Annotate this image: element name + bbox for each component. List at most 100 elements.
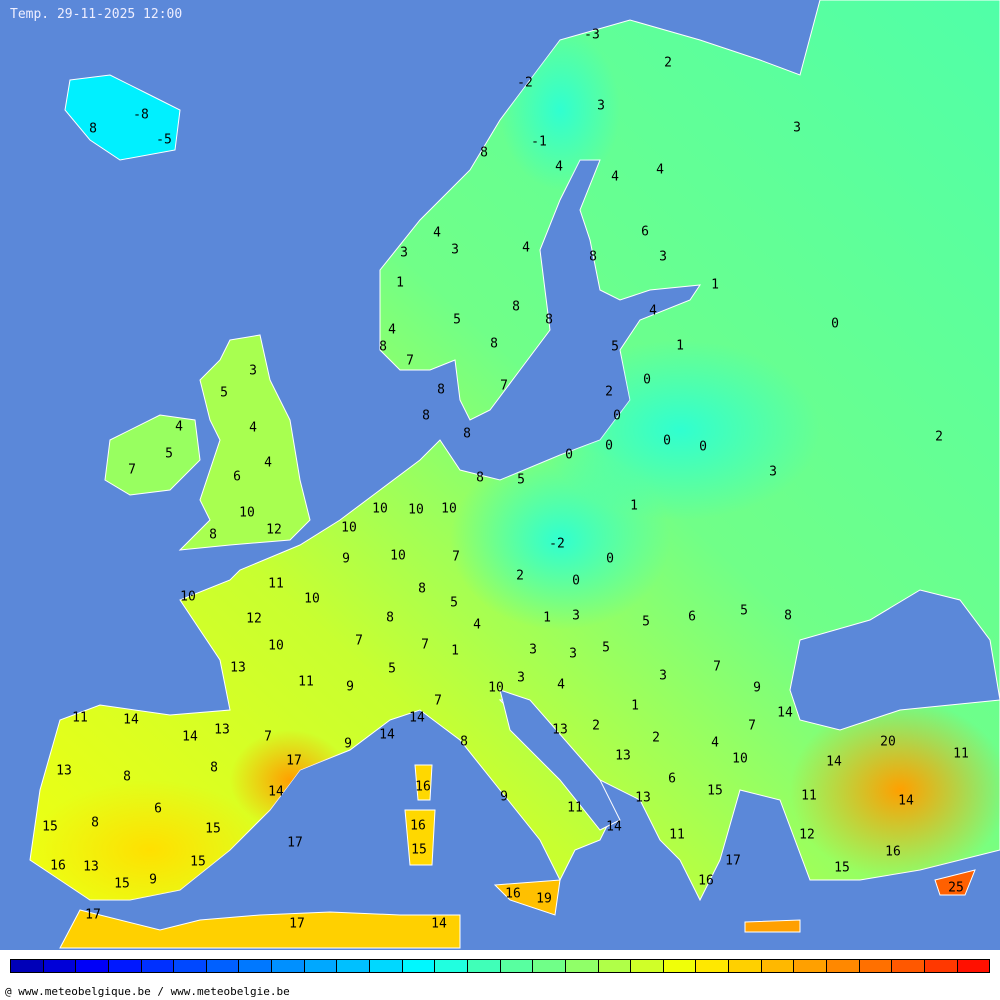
temperature-label: 8 — [89, 122, 97, 137]
sardinia — [404, 809, 436, 866]
color-scale-segment — [663, 960, 697, 972]
temperature-label: 17 — [287, 836, 303, 851]
temperature-label: 14 — [379, 728, 395, 743]
temperature-label: 4 — [522, 241, 530, 256]
temperature-label: 1 — [396, 276, 404, 291]
temperature-label: 9 — [149, 873, 157, 888]
temperature-label: 13 — [552, 723, 568, 738]
temperature-label: 4 — [711, 736, 719, 751]
temperature-label: 1 — [711, 278, 719, 293]
temperature-label: 11 — [669, 828, 685, 843]
temperature-label: 8 — [418, 582, 426, 597]
temperature-label: 4 — [557, 678, 565, 693]
color-scale-segment — [500, 960, 534, 972]
temperature-label: 15 — [411, 843, 427, 858]
temperature-label: 13 — [615, 749, 631, 764]
temperature-label: 13 — [83, 860, 99, 875]
temperature-label: -3 — [584, 28, 600, 43]
temperature-label: 7 — [452, 550, 460, 565]
temperature-label: 8 — [512, 300, 520, 315]
color-scale-segment — [761, 960, 795, 972]
temperature-label: 14 — [268, 785, 284, 800]
temperature-label: 9 — [344, 737, 352, 752]
crete — [744, 919, 801, 933]
temperature-label: 14 — [606, 820, 622, 835]
temperature-label: 1 — [543, 611, 551, 626]
temperature-label: 6 — [688, 610, 696, 625]
temperature-label: 3 — [517, 671, 525, 686]
temperature-label: 12 — [246, 612, 262, 627]
color-scale-segment — [337, 960, 371, 972]
adriatic-sea — [499, 689, 621, 831]
temperature-label: 5 — [453, 313, 461, 328]
temperature-label: 11 — [72, 711, 88, 726]
temperature-label: 7 — [500, 379, 508, 394]
color-scale-segment — [76, 960, 109, 972]
temperature-label: 2 — [652, 731, 660, 746]
temperature-label: 6 — [154, 802, 162, 817]
color-scale-segment — [239, 960, 273, 972]
color-scale-segment — [729, 960, 762, 972]
temperature-label: 2 — [664, 56, 672, 71]
temperature-label: 1 — [451, 644, 459, 659]
temperature-label: 8 — [545, 313, 553, 328]
color-scale-segment — [892, 960, 925, 972]
temperature-label: 17 — [725, 854, 741, 869]
iceland — [64, 74, 181, 161]
color-scale-segment — [827, 960, 860, 972]
temperature-label: 0 — [643, 373, 651, 388]
color-scale-segment — [533, 960, 566, 972]
temperature-label: 10 — [180, 590, 196, 605]
temperature-label: 11 — [567, 801, 583, 816]
temperature-label: 3 — [451, 243, 459, 258]
temperature-label: -2 — [517, 76, 533, 91]
temperature-label: 15 — [190, 855, 206, 870]
temperature-label: 3 — [659, 250, 667, 265]
color-scale-segment — [565, 960, 599, 972]
temperature-label: 17 — [85, 908, 101, 923]
temperature-label: 5 — [388, 662, 396, 677]
temperature-label: 4 — [656, 163, 664, 178]
temperature-label: 15 — [114, 877, 130, 892]
color-scale-segment — [174, 960, 207, 972]
temperature-label: 3 — [249, 364, 257, 379]
temperature-label: 8 — [463, 427, 471, 442]
temperature-label: 8 — [210, 761, 218, 776]
temperature-label: 7 — [264, 730, 272, 745]
temperature-label: 1 — [630, 499, 638, 514]
temperature-label: 5 — [611, 340, 619, 355]
temperature-label: 3 — [769, 465, 777, 480]
temperature-label: 8 — [379, 340, 387, 355]
temperature-label: 14 — [898, 794, 914, 809]
temperature-label: 10 — [390, 549, 406, 564]
temperature-label: 14 — [826, 755, 842, 770]
temperature-label: 3 — [400, 246, 408, 261]
temperature-label: 4 — [388, 323, 396, 338]
temperature-label: 20 — [880, 735, 896, 750]
temperature-label: 0 — [605, 439, 613, 454]
color-scale-bar — [10, 959, 990, 973]
color-scale-segment — [957, 960, 990, 972]
temperature-label: 13 — [635, 791, 651, 806]
color-scale-segment — [304, 960, 338, 972]
temperature-label: 4 — [555, 160, 563, 175]
temperature-label: 17 — [286, 754, 302, 769]
color-scale-segment — [435, 960, 468, 972]
temperature-label: 7 — [355, 634, 363, 649]
temperature-label: 8 — [784, 609, 792, 624]
temperature-label: 8 — [91, 816, 99, 831]
temperature-label: 14 — [123, 713, 139, 728]
temperature-label: 9 — [346, 680, 354, 695]
temperature-label: 5 — [740, 604, 748, 619]
temperature-label: 1 — [631, 699, 639, 714]
temperature-label: 11 — [801, 789, 817, 804]
temperature-label: 14 — [182, 730, 198, 745]
temperature-label: 16 — [410, 819, 426, 834]
temperature-label: 7 — [128, 463, 136, 478]
temperature-label: 5 — [450, 596, 458, 611]
temperature-label: 15 — [707, 784, 723, 799]
temperature-label: 8 — [490, 337, 498, 352]
temperature-label: 3 — [572, 609, 580, 624]
temperature-label: 0 — [572, 574, 580, 589]
temperature-label: 10 — [441, 502, 457, 517]
